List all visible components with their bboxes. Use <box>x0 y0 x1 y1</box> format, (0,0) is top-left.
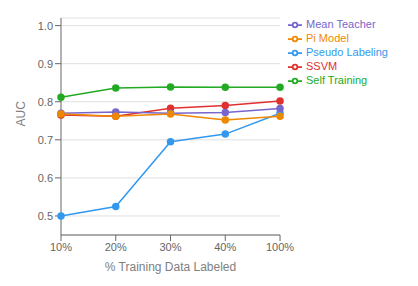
svg-text:10%: 10% <box>50 241 72 253</box>
svg-text:% Training Data Labeled: % Training Data Labeled <box>105 260 236 274</box>
html-text:Pseudo Labeling: Pseudo Labeling <box>306 46 388 59</box>
html-text:SSVM: SSVM <box>306 60 338 73</box>
html-text:Pi Model: Pi Model <box>306 32 349 45</box>
svg-text:0.8: 0.8 <box>38 96 53 108</box>
html-text:Self Training: Self Training <box>306 74 368 87</box>
svg-text:100%: 100% <box>266 241 294 253</box>
svg-text:AUC: AUC <box>14 101 28 127</box>
svg-text:1.0: 1.0 <box>38 20 53 32</box>
svg-text:40%: 40% <box>214 241 236 253</box>
html-text:Mean Teacher: Mean Teacher <box>306 18 376 30</box>
svg-text:0.7: 0.7 <box>38 134 53 146</box>
svg-text:0.9: 0.9 <box>38 58 53 70</box>
svg-text:20%: 20% <box>105 241 127 253</box>
svg-text:0.6: 0.6 <box>38 172 53 184</box>
svg-text:30%: 30% <box>160 241 182 253</box>
svg-text:0.5: 0.5 <box>38 210 53 222</box>
